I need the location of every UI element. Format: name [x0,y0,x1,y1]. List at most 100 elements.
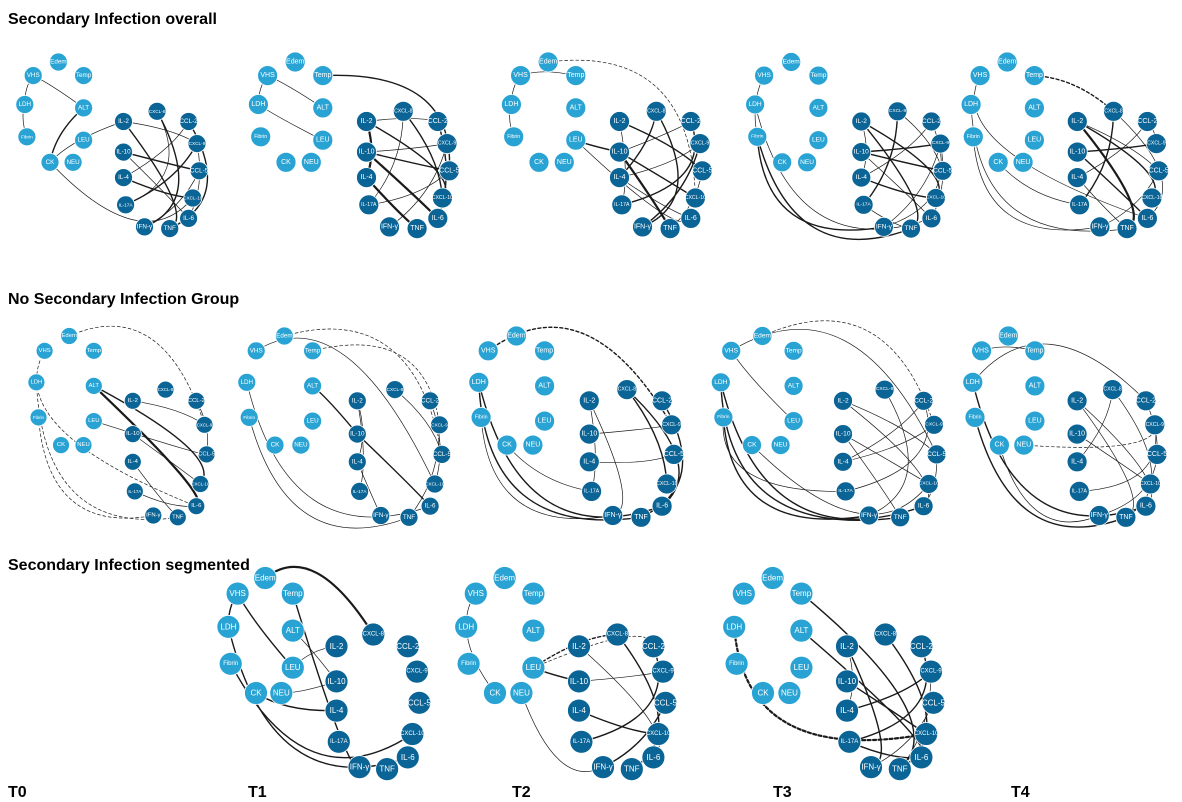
node-circle [347,452,367,472]
network-panels: VHS Edem Temp ALT LDH LEU Fibrin CK NEU IL-2 CXCL-… [15,51,1170,781]
node-label: IFN-γ [373,512,389,519]
node-il-4: IL-4 [851,167,872,188]
node-circle [901,218,921,239]
node-circle [567,698,591,723]
node-label: CCL-5 [927,451,946,458]
node-label: IL-6 [1141,215,1153,222]
edge-group [478,326,684,521]
node-label: CCL-2 [1136,397,1156,404]
node-tnf: TNF [406,218,428,240]
node-label: Fibrin [751,133,764,139]
node-circle [303,341,323,361]
node-label: CCL-2 [922,118,941,125]
node-tnf: TNF [1116,218,1138,240]
node-vhs: VHS [510,65,531,86]
node-alt: ALT [312,97,334,119]
time-label-t3: T3 [773,784,792,801]
node-neu: NEU [770,435,791,456]
network-panel-none-t2: VHS Edem Temp ALT LDH LEU Fibrin CK NEU IL-2 CXCL-… [468,325,685,528]
node-circle [385,380,405,400]
node-circle [1102,379,1123,401]
node-circle [1135,495,1157,517]
node-il-2: IL-2 [609,111,630,132]
node-circle [659,218,681,240]
node-circle [1141,187,1163,209]
node-label: LEU [1028,137,1042,144]
node-il-6: IL-6 [187,497,206,516]
node-fibrin: Fibrin [239,407,259,427]
network-edge [722,416,870,520]
node-circle [641,745,666,770]
node-cxcl-8: CXCL-8 [887,101,908,122]
network-edge [1023,424,1156,448]
network-panel-overall-t1: VHS Edem Temp ALT LDH LEU Fibrin CK NEU IL-2 CXCL-… [247,51,460,240]
node-ck: CK [40,152,60,172]
node-label: Temp [810,72,826,79]
section-title-segmented: Secondary Infection segmented [8,557,250,574]
node-ldh: LDH [15,95,35,114]
node-label: LEU [285,663,301,672]
node-ccl-5: CCL-5 [407,690,431,715]
node-label: CCL-2 [642,642,666,651]
node-circle [1140,473,1161,495]
node-circle [835,669,859,694]
node-ccl-5: CCL-5 [189,161,209,181]
edge-group [509,59,703,230]
node-leu: LEU [303,411,323,431]
node-label: IFN-γ [604,512,622,519]
node-label: Temp [1026,72,1043,79]
node-circle [887,101,908,122]
node-vhs: VHS [731,581,756,606]
network-edge [1078,424,1157,492]
network-edge [368,110,404,206]
node-circle [789,581,814,606]
node-circle [1066,451,1088,473]
node-ldh: LDH [722,614,747,639]
node-ck: CK [742,435,762,456]
node-il-10: IL-10 [833,424,853,445]
node-circle [797,152,817,173]
network-panel-none-t1: VHS Edem Temp ALT LDH LEU Fibrin CK NEU IL-2 CXCL-… [237,326,451,529]
node-circle [253,566,278,590]
node-label: CXCL-10 [191,482,210,487]
node-cxcl-8: CXCL-8 [874,379,895,400]
node-ccl-2: CCL-2 [395,634,420,659]
node-tnf: TNF [168,508,187,527]
node-circle [783,340,804,361]
node-neu: NEU [269,681,294,705]
node-circle [760,566,785,590]
node-label: VHS [250,347,263,354]
node-ccl-5: CCL-5 [932,160,953,181]
node-label: ALT [813,104,825,111]
node-edem: Edem [997,325,1019,347]
node-il-17a: IL-17A [835,481,856,502]
node-alt: ALT [74,98,93,118]
node-circle [691,160,713,182]
node-neu: NEU [1013,434,1035,456]
node-circle [962,126,984,148]
node-neu: NEU [74,436,93,455]
node-circle [427,207,449,229]
node-neu: NEU [553,151,575,173]
node-circle [1116,218,1138,240]
node-label: ALT [307,382,318,389]
node-tnf: TNF [659,218,681,240]
node-label: IL-2 [572,642,586,651]
node-label: VHS [229,589,245,598]
node-circle [395,745,420,770]
network-edge [997,161,1080,206]
node-label: TNF [379,765,395,774]
network-edge [588,400,596,492]
node-circle [324,634,349,659]
node-label: Edem [50,59,66,66]
node-circle [731,581,756,606]
node-il-4: IL-4 [578,451,600,473]
node-label: LDH [472,379,486,386]
node-circle [84,412,103,431]
section-title-overall: Secondary Infection overall [8,11,217,28]
node-label: LEU [787,418,800,425]
node-ccl-2: CCL-2 [427,111,449,132]
node-circle [114,142,133,162]
node-circle [74,98,93,118]
node-label: CXCL-8 [889,108,907,114]
